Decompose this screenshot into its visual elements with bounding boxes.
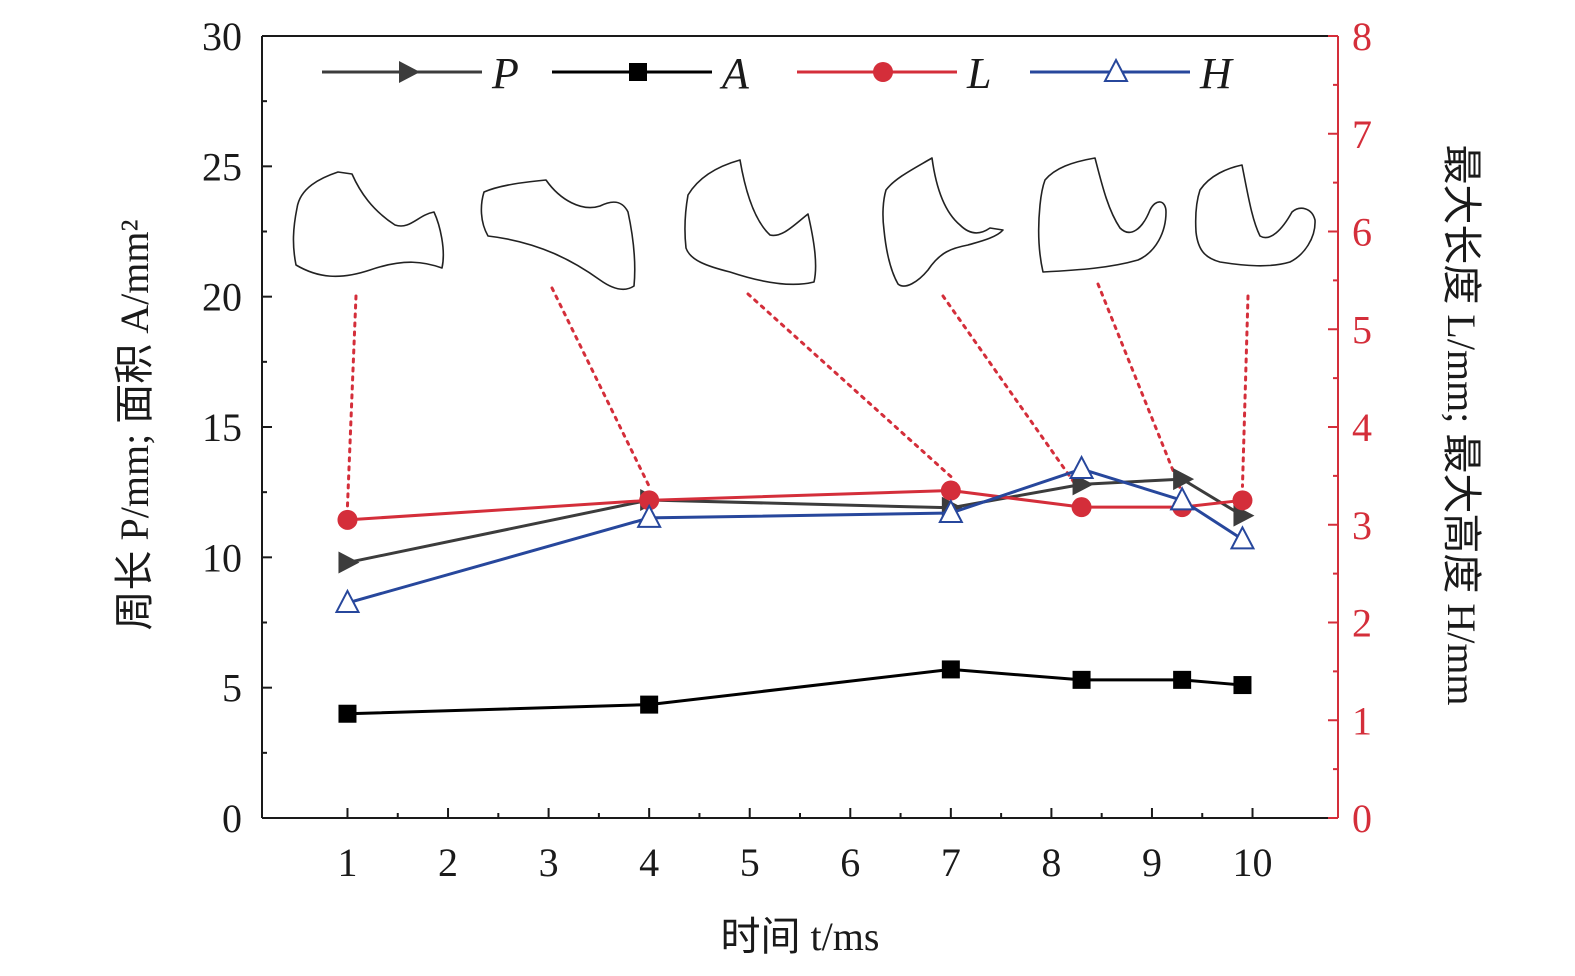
shape-outline-sketch (1194, 164, 1316, 267)
data-point-H (636, 503, 662, 528)
legend-item-P: P (322, 49, 519, 98)
x-tick-label: 10 (1233, 840, 1273, 885)
series-layer (334, 454, 1256, 723)
leader-line (550, 286, 651, 488)
x-tick-label: 2 (438, 840, 458, 885)
data-point-L (337, 509, 358, 530)
data-point-H (1068, 454, 1095, 480)
series-A (338, 660, 1252, 723)
x-tick-label: 9 (1142, 840, 1162, 885)
y-right-tick-label: 3 (1352, 503, 1372, 548)
y-left-tick-label: 5 (222, 666, 242, 711)
y-right-tick-label: 5 (1352, 307, 1372, 352)
data-point-P (338, 551, 360, 574)
axis-layer: 1 2 3 4 5 6 7 8 9 10 0 5 10 15 20 25 30 0 1 2 3 4 5 6 7 8 (202, 14, 1372, 885)
y-left-tick-label: 10 (202, 535, 242, 580)
leader-line (746, 292, 953, 479)
shape-outline-sketch (292, 171, 445, 278)
data-point-A (338, 704, 357, 723)
x-tick-label: 1 (337, 840, 357, 885)
legend-item-L: L (797, 49, 991, 98)
data-point-P (1233, 504, 1255, 527)
y-right-tick-label: 2 (1352, 601, 1372, 646)
y-right-tick-label: 8 (1352, 14, 1372, 59)
x-tick-label: 6 (840, 840, 860, 885)
data-point-H (334, 588, 361, 613)
series-line-A (347, 667, 1243, 716)
y-right-axis-title: 最大长度 L/mm; 最大高度 H/mm (1439, 144, 1484, 705)
legend-label: H (1199, 49, 1234, 98)
data-point-H (1229, 525, 1256, 550)
y-left-tick-label: 15 (202, 405, 242, 450)
x-tick-label: 8 (1041, 840, 1061, 885)
data-point-L (1071, 497, 1092, 518)
legend-item-A: A (552, 49, 750, 98)
x-tick-label: 7 (941, 840, 961, 885)
y-left-axis-title: 周长 P/mm; 面积 A/mm² (112, 220, 157, 631)
shape-outline-sketch (1037, 157, 1167, 273)
shape-outline-sketch (480, 179, 636, 291)
y-left-tick-label: 25 (202, 144, 242, 189)
shape-annotations (292, 157, 1316, 291)
y-left-tick-label: 20 (202, 275, 242, 320)
y-right-tick-label: 4 (1352, 405, 1372, 450)
data-point-L (639, 490, 660, 511)
y-right-tick-label: 6 (1352, 210, 1372, 255)
x-axis-title: 时间 t/ms (721, 914, 880, 959)
legend-label: A (719, 49, 750, 98)
data-point-A (1233, 676, 1252, 695)
y-right-tick-label: 1 (1352, 698, 1372, 743)
plot-frame (261, 35, 1339, 819)
x-tick-label: 4 (639, 840, 659, 885)
data-point-H (938, 498, 964, 524)
legend-marker (399, 61, 420, 83)
leader-line (1240, 294, 1250, 488)
y-left-tick-label: 30 (202, 14, 242, 59)
series-H (334, 454, 1256, 613)
data-point-L (940, 480, 961, 501)
x-tick-label: 3 (539, 840, 559, 885)
legend-marker (873, 62, 893, 82)
data-point-H (1169, 486, 1195, 511)
y-left-tick-label: 0 (222, 796, 242, 841)
leader-lines (345, 282, 1250, 508)
leader-line (345, 294, 358, 508)
series-line-P (347, 477, 1244, 565)
shape-outline-sketch (684, 159, 817, 286)
leader-line (1096, 282, 1184, 495)
legend-label: P (491, 49, 519, 98)
x-tick-label: 5 (740, 840, 760, 885)
y-right-tick-label: 7 (1352, 112, 1372, 157)
data-point-A (941, 660, 960, 679)
data-point-L (1232, 490, 1253, 511)
y-right-tick-label: 0 (1352, 796, 1372, 841)
data-point-A (640, 695, 659, 714)
data-point-P (1173, 468, 1195, 491)
legend-label: L (966, 49, 991, 98)
leader-line (941, 294, 1084, 495)
legend-marker (629, 63, 647, 81)
legend-marker (1103, 57, 1129, 82)
shape-outline-sketch (882, 157, 1004, 287)
data-point-A (1072, 670, 1091, 689)
legend-item-H: H (1030, 49, 1234, 98)
series-P (338, 468, 1255, 574)
data-point-A (1173, 670, 1192, 689)
